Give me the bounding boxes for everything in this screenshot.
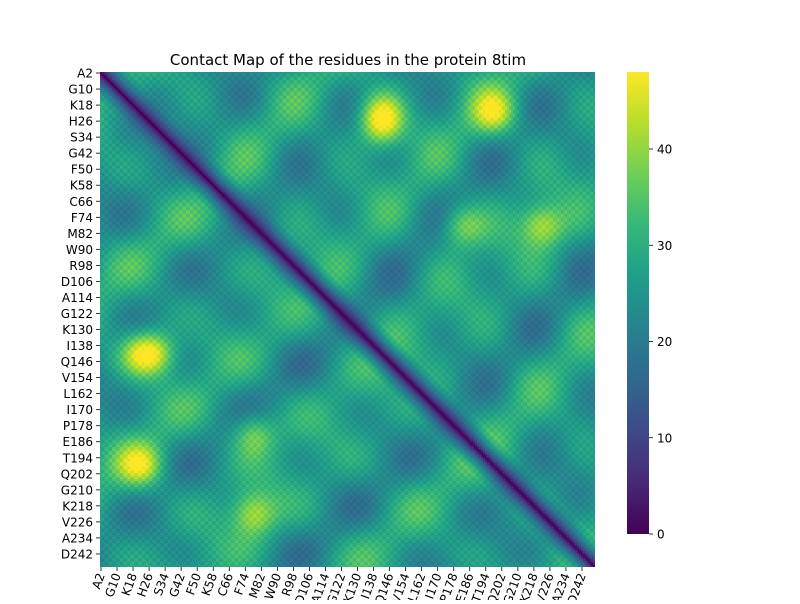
y-tick-label: A114 [62,291,93,305]
y-tick-label: D242 [61,547,93,561]
y-tick-label: S34 [70,131,93,145]
y-tick-label: F74 [71,211,93,225]
y-tick-label: Q146 [61,355,93,369]
colorbar-tick-label: 0 [657,528,665,542]
y-tick-label: Q202 [61,467,93,481]
y-tick-label: V154 [62,371,93,385]
y-tick-label: C66 [69,195,93,209]
y-tick-label: A2 [77,67,93,81]
colorbar-tick-label: 40 [657,143,672,157]
y-tick-label: G122 [61,307,93,321]
colorbar-gradient [627,72,649,534]
y-tick-label: R98 [69,259,93,273]
y-tick-label: G10 [68,83,93,97]
y-tick-label: F50 [71,163,93,177]
y-tick-label: V226 [62,515,93,529]
y-tick-label: K218 [62,499,93,513]
y-tick-label: G210 [61,483,93,497]
x-axis-ticks: A2G10K18H26S34G42F50K58C66F74M82W90R98D1… [89,567,589,604]
y-tick-label: G42 [68,147,93,161]
y-tick-label: W90 [66,243,93,257]
y-tick-label: H26 [69,115,93,129]
y-tick-label: E186 [63,435,94,449]
colorbar: 0 10 20 30 40 [627,72,672,542]
chart-title: Contact Map of the residues in the prote… [170,51,526,69]
y-tick-label: M82 [67,227,93,241]
heatmap-image [100,72,595,567]
colorbar-tick-label: 20 [657,335,672,349]
y-tick-label: T194 [62,451,93,465]
y-tick-label: D106 [61,275,93,289]
y-tick-label: P178 [63,419,93,433]
y-tick-label: A234 [62,531,93,545]
colorbar-tick-label: 30 [657,239,672,253]
y-tick-label: I138 [67,339,93,353]
y-tick-label: L162 [63,387,93,401]
y-tick-label: K58 [70,179,93,193]
heatmap-cells [100,72,595,567]
colorbar-tick-label: 10 [657,431,672,445]
y-tick-label: K18 [70,99,93,113]
y-tick-label: K130 [62,323,93,337]
y-axis-ticks: A2 G10 K18 H26 S34 G42 F50 K58 C66 F74 M82 W90 R98 D1… [61,67,100,561]
x-tick-label: A2 [89,571,108,591]
y-tick-label: I170 [67,403,93,417]
